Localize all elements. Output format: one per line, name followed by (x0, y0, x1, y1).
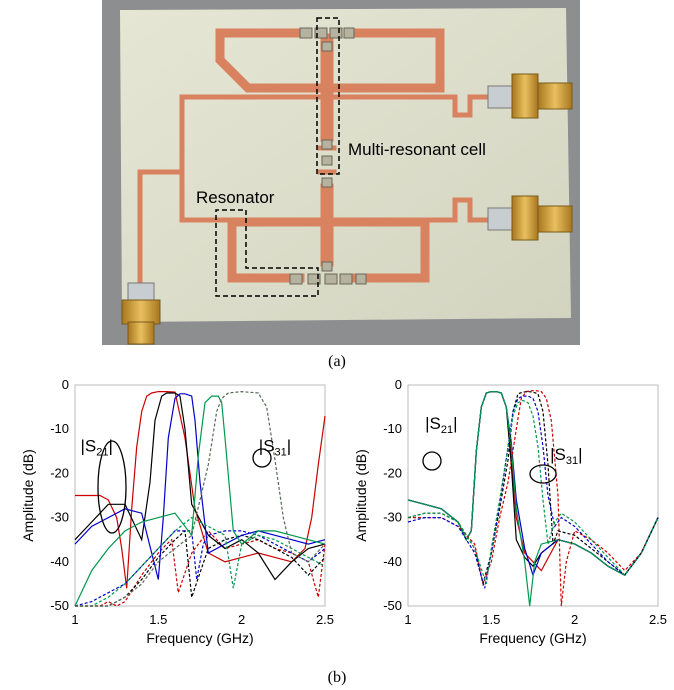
annotation-ellipse (529, 464, 557, 484)
y-tick-label: -50 (50, 598, 69, 613)
y-axis-label: Amplitude (dB) (353, 449, 369, 542)
series-line (75, 529, 326, 607)
chart-right: 0 -10 -20 -30 -40 -501 1.5 2 2.5 Frequency (GHz) A… (353, 377, 667, 646)
series-annotation: |S21| (80, 436, 112, 458)
y-tick-label: 0 (395, 377, 402, 392)
sma-connectors (121, 73, 573, 345)
x-tick-label: 2.5 (649, 612, 667, 627)
y-tick-label: -40 (383, 554, 402, 569)
y-tick-label: -10 (50, 421, 69, 436)
series-line (74, 393, 326, 580)
series-line (75, 391, 326, 589)
y-tick-label: -50 (383, 598, 402, 613)
x-tick-label: 1 (71, 612, 78, 627)
series-line (74, 530, 326, 607)
series-annotation: |S31| (550, 445, 582, 467)
annotation-ellipse (97, 440, 127, 534)
x-axis-label: Frequency (GHz) (146, 630, 253, 646)
y-tick-label: -10 (383, 421, 402, 436)
pcb-photo: Multi-resonant cell Resonator (102, 0, 580, 345)
y-tick-label: 0 (62, 377, 69, 392)
series-line (407, 391, 659, 576)
series-annotation: |S31| (259, 436, 291, 458)
x-axis-label: Frequency (GHz) (479, 630, 586, 646)
series-line (74, 395, 326, 607)
resonator-label: Resonator (196, 188, 275, 207)
resonator-box (215, 209, 319, 297)
caption-a: (a) (328, 353, 346, 370)
annotation-ellipse (422, 451, 442, 471)
series-line (407, 391, 659, 577)
series-line (407, 391, 659, 607)
multi-resonant-cell-box (316, 17, 340, 175)
smd-components (289, 27, 367, 285)
series-line (407, 391, 659, 576)
y-tick-label: -40 (50, 554, 69, 569)
x-tick-label: 2 (571, 612, 578, 627)
annotation-ellipse (252, 448, 272, 468)
x-tick-label: 1.5 (482, 612, 500, 627)
chart-left: 0 -10 -20 -30 -40 -501 1.5 2 2.5 Frequency (GHz) A… (20, 377, 334, 646)
series-line (407, 395, 659, 589)
multi-resonant-cell-label: Multi-resonant cell (348, 140, 486, 159)
y-tick-label: -20 (383, 465, 402, 480)
series-line (407, 399, 659, 585)
series-line (75, 390, 326, 607)
series-annotation: |S21| (425, 414, 457, 436)
x-tick-label: 2.5 (316, 612, 334, 627)
x-tick-label: 1 (404, 612, 411, 627)
caption-b: (b) (328, 669, 347, 686)
y-tick-label: -30 (50, 510, 69, 525)
series-line (74, 392, 326, 581)
plot-area (407, 384, 659, 607)
y-axis-label: Amplitude (dB) (20, 449, 36, 542)
y-tick-label: -20 (50, 465, 69, 480)
series-line (407, 390, 659, 585)
x-tick-label: 1.5 (149, 612, 167, 627)
x-tick-label: 2 (238, 612, 245, 627)
plot-area (74, 384, 326, 607)
y-tick-label: -30 (383, 510, 402, 525)
